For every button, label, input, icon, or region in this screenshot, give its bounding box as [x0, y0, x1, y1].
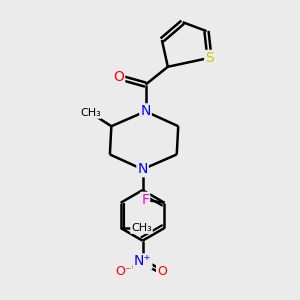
Text: N: N	[140, 104, 151, 118]
Text: CH₃: CH₃	[80, 108, 101, 118]
Text: F: F	[141, 193, 149, 207]
Text: N: N	[137, 162, 148, 176]
Text: O: O	[157, 266, 167, 278]
Text: S: S	[205, 51, 214, 65]
Text: O⁻: O⁻	[115, 266, 131, 278]
Text: CH₃: CH₃	[131, 223, 152, 233]
Text: O: O	[113, 70, 124, 84]
Text: N⁺: N⁺	[134, 254, 152, 268]
